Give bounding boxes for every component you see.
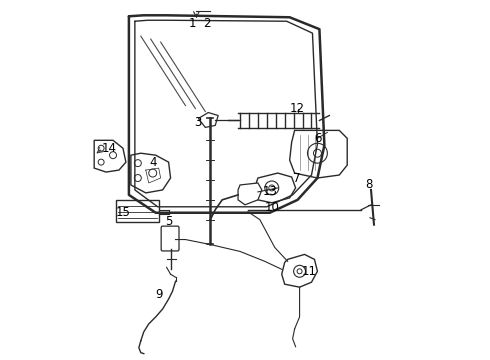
Circle shape: [294, 265, 306, 277]
Circle shape: [314, 149, 321, 157]
Text: 1: 1: [189, 17, 196, 30]
Circle shape: [110, 152, 117, 159]
Text: 3: 3: [194, 116, 201, 129]
Circle shape: [297, 269, 302, 274]
Polygon shape: [94, 140, 126, 172]
Circle shape: [308, 143, 327, 163]
Circle shape: [265, 181, 279, 195]
Polygon shape: [131, 153, 171, 193]
Text: 6: 6: [314, 132, 321, 145]
Polygon shape: [290, 130, 347, 178]
Circle shape: [98, 145, 104, 151]
Polygon shape: [238, 183, 262, 205]
Text: 14: 14: [101, 142, 117, 155]
Polygon shape: [282, 255, 318, 287]
Text: 4: 4: [149, 156, 156, 168]
Text: 2: 2: [203, 17, 211, 30]
Polygon shape: [116, 200, 159, 222]
Circle shape: [269, 185, 275, 191]
Text: 9: 9: [155, 288, 162, 301]
Text: 11: 11: [302, 265, 317, 278]
Text: 15: 15: [116, 206, 130, 219]
Text: 13: 13: [262, 185, 277, 198]
Text: 5: 5: [165, 215, 172, 228]
Circle shape: [134, 175, 141, 181]
Text: 7: 7: [293, 171, 300, 185]
Text: 12: 12: [290, 102, 305, 115]
FancyBboxPatch shape: [161, 226, 179, 251]
Polygon shape: [254, 173, 295, 203]
Circle shape: [149, 169, 157, 177]
Text: 10: 10: [264, 201, 279, 214]
Circle shape: [98, 159, 104, 165]
Circle shape: [134, 159, 141, 167]
Text: 8: 8: [366, 179, 373, 192]
Polygon shape: [198, 113, 218, 127]
